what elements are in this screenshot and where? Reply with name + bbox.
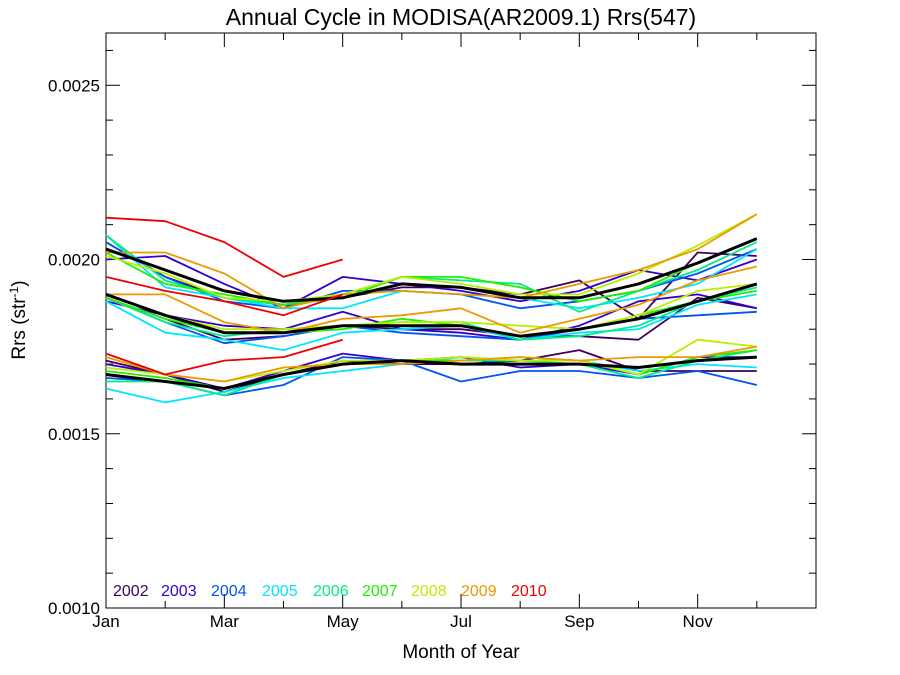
x-tick-label: May <box>327 612 360 631</box>
series-line-middle <box>105 296 757 345</box>
x-tick-label: Mar <box>210 612 240 631</box>
x-tick-label: Jan <box>92 612 119 631</box>
legend-entry: 2009 <box>461 583 497 600</box>
legend-entry: 2004 <box>211 583 247 600</box>
plot-area: 0.0010 0.0015 0.0020 0.0025 Jan Mar May Jul Sep… <box>48 32 817 631</box>
y-axis: 0.0010 0.0015 0.0020 0.0025 <box>48 49 816 618</box>
legend-entry: 2006 <box>313 583 349 600</box>
series-line-upper <box>105 213 758 303</box>
series-line-upper <box>105 237 758 303</box>
x-axis: Jan Mar May Jul Sep Nov <box>92 33 817 631</box>
series-line-lower <box>105 338 343 376</box>
series-line-middle <box>105 296 757 341</box>
legend-entry: 2010 <box>511 583 547 600</box>
y-tick-label: 0.0010 <box>48 599 100 618</box>
x-axis-label: Month of Year <box>402 642 520 663</box>
series-layer <box>105 213 758 404</box>
legend-entry: 2007 <box>362 583 398 600</box>
series-line-upper <box>105 216 343 278</box>
legend-entry: 2002 <box>113 583 149 600</box>
legend-entry: 2005 <box>262 583 298 600</box>
plot-frame <box>105 32 817 609</box>
y-axis-label-exponent: -1 <box>7 286 21 297</box>
y-axis-label: Rrs (str-1) <box>7 280 30 359</box>
series-line-upper <box>105 255 758 310</box>
series-line-upper <box>106 213 758 310</box>
y-axis-label-main: Rrs (str <box>9 297 30 360</box>
series-line-upper <box>105 237 758 306</box>
series-line-middle <box>106 265 758 334</box>
series-line-middle <box>105 282 758 338</box>
legend: 2002 2003 2004 2005 2006 2007 2008 2009 2010 <box>113 583 547 600</box>
y-tick-label: 0.0020 <box>48 251 100 270</box>
y-tick-label: 0.0015 <box>48 425 100 444</box>
series-line-middle <box>105 293 757 351</box>
series-line-upper <box>105 234 758 313</box>
chart-title: Annual Cycle in MODISA(AR2009.1) Rrs(547… <box>226 4 696 30</box>
legend-entry: 2008 <box>411 583 447 600</box>
x-tick-label: Jul <box>450 612 472 631</box>
series-line-middle <box>105 276 343 317</box>
series-line-middle <box>105 283 757 331</box>
x-tick-label: Sep <box>564 612 594 631</box>
y-tick-label: 0.0025 <box>48 76 100 95</box>
y-axis-label-close: ) <box>9 280 30 286</box>
series-line-lower <box>105 355 757 390</box>
x-tick-label: Nov <box>683 612 714 631</box>
legend-entry: 2003 <box>161 583 197 600</box>
